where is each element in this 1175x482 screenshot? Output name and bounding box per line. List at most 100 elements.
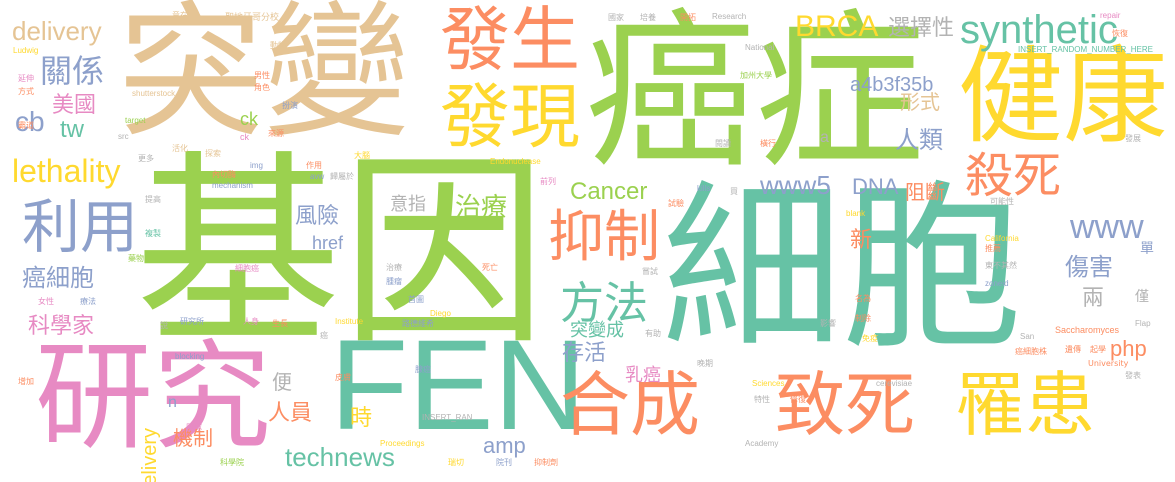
small-word: 瑞切 [448,458,464,467]
small-word: shutterstock [132,89,176,98]
word-lethality: lethality [12,153,121,189]
small-word: 來源 [268,129,284,138]
word-cell: 細胞 [662,165,1023,374]
word-select: 選擇性 [888,16,955,41]
small-word: 歸屬於 [330,172,354,181]
word-a: a [820,129,829,146]
small-word: mechanism [212,181,253,190]
word-survive: 存活 [562,341,607,366]
word-delivery: delivery [139,428,161,482]
small-word: 前列 [540,177,556,186]
word-php: php [1110,336,1147,361]
word-relation: 關係 [40,52,105,90]
word-new: 新 [850,228,873,253]
word-cancer-cells: 癌細胞 [22,264,94,292]
word-two: 兩 [1082,286,1105,311]
small-word: src [118,132,129,141]
word-mechanism-zh: 機制 [173,426,213,450]
small-word: Flap [1135,319,1151,328]
small-word: 癌細胞株 [1015,347,1047,356]
small-word: 團隊 [186,423,202,432]
small-word: 恢復 [1112,29,1128,38]
word-method: 方法 [560,278,648,329]
word-usa: 美國 [52,93,97,118]
small-word: 推薦 [985,244,1001,253]
small-word: 提高 [145,195,161,204]
word-cancer-en: Cancer [570,178,648,205]
word-kill: 殺死 [965,148,1062,204]
small-word: 聖地牙哥分校 [225,13,280,23]
small-word: cerevisiae [876,379,913,388]
small-word: 探索 [205,149,221,158]
small-word: INSERT_RANDOM_NUMBER_HERE [1018,45,1153,54]
word-form: 形式 [900,90,940,114]
small-word: 閱讀 [715,139,731,148]
small-word: California [985,234,1019,243]
small-word: National [745,43,775,52]
word-tw: tw [60,116,84,143]
small-word: 男性 [254,71,270,80]
small-word: avw [310,172,325,181]
small-word: 死亡 [482,263,498,272]
small-word: San [1020,332,1035,341]
small-word: 方式 [18,87,34,96]
word-synthetic: synthetic [960,8,1118,52]
small-word: 東不其然 [985,261,1017,270]
small-word: 特性 [754,395,770,404]
small-word: 研究所 [180,317,204,326]
word-cb: cb [15,106,45,137]
word-www: www [1070,208,1144,246]
small-word: img [250,161,263,170]
small-word: 加州大學 [740,71,772,80]
small-word: 說 [160,321,168,330]
word-human: 人類 [895,126,943,154]
small-word: 藥物 [128,254,144,263]
small-word: 增加 [18,377,34,386]
small-word: 內切酶 [212,170,236,179]
small-word: 癌 [320,331,328,340]
small-word: target [125,116,146,125]
small-word: 療法 [80,297,96,306]
small-word: 大腦 [354,151,370,160]
word-cancer: 癌症 [585,0,926,192]
small-word: Institute [335,317,364,326]
word-time: 時 [350,406,373,431]
word-patient: 罹患 [955,364,1095,446]
word-research: 研究 [35,328,272,466]
word-lethal: 致死 [775,364,915,446]
small-word: Academy [745,439,779,448]
word-mutant: 突變成 [570,320,624,341]
small-word: 抑制劑 [534,458,558,467]
small-word: Research [712,12,747,21]
small-word: 名為 [855,294,871,303]
small-word: 修復 [790,395,806,404]
word-only: 僅 [1135,289,1149,305]
small-word: repair [1100,11,1121,20]
word-dna: DNA [852,174,899,199]
word-href: href [312,233,344,253]
word-discover: 發現 [440,76,580,158]
small-word: 皮膚 [335,373,351,382]
small-word: Diego [430,309,451,318]
word-gene: 基因 [135,133,548,373]
word-single: 單 [1140,241,1154,257]
small-word: 有助 [645,329,661,338]
small-word: blank [846,209,866,218]
small-word: 買 [730,187,738,196]
small-word: 遺傳 [1065,345,1081,354]
word-www5: www5 [760,170,831,200]
word-delivery-top: delivery [12,16,102,46]
word-occur: 發生 [440,0,580,81]
small-word: 可能性 [990,197,1014,206]
small-word: 人身 [243,317,259,326]
small-word: 開拓 [680,13,696,22]
word-block: 阻斷 [905,180,945,204]
small-word: 扮演 [282,101,298,110]
small-word: 發展 [1125,134,1141,143]
word-treatment: 治療 [455,193,508,223]
small-word: 橫行 [760,139,776,148]
small-word: 院刊 [496,458,512,467]
word-n: n [168,394,177,411]
small-word: zoneid [985,279,1009,288]
small-word: 培養 [640,13,656,22]
